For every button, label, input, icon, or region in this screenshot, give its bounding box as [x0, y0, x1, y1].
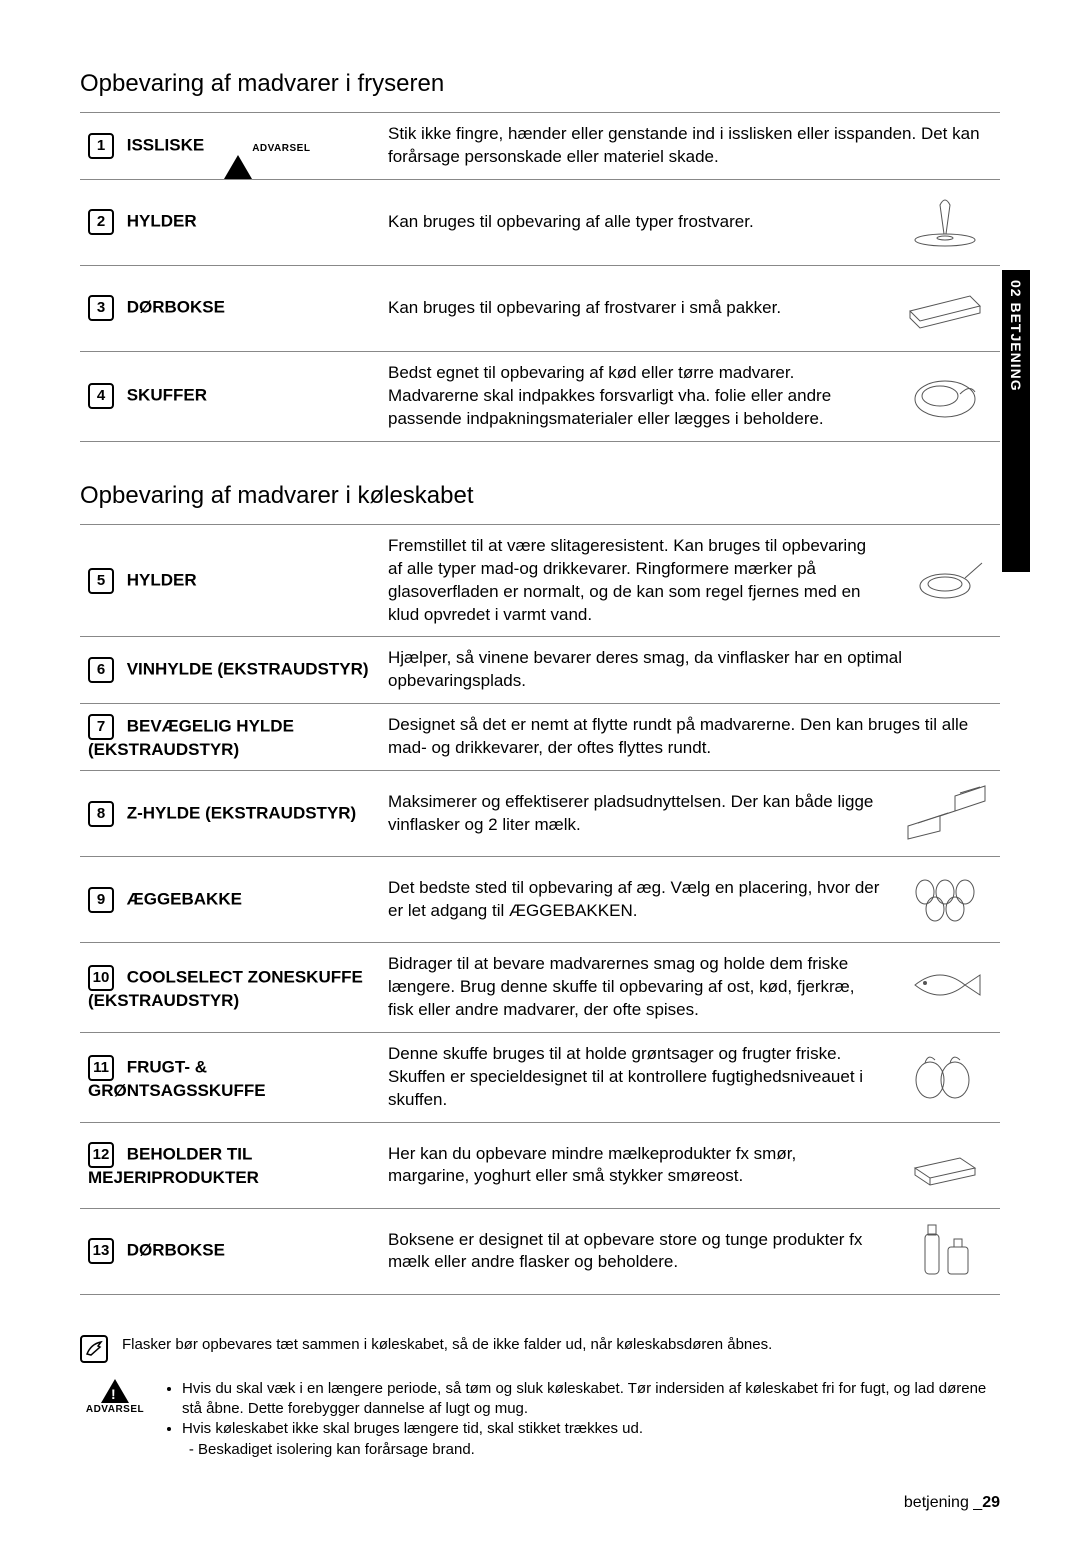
row-number: 10 — [88, 965, 114, 991]
row-illustration — [890, 265, 1000, 351]
table-row: 8 Z-HYLDE (EKSTRAUDSTYR)Maksimerer og ef… — [80, 771, 1000, 857]
section2-title: Opbevaring af madvarer i køleskabet — [80, 482, 1000, 510]
page-number: 29 — [982, 1494, 1000, 1511]
row-desc: Stik ikke fingre, hænder eller genstande… — [380, 113, 1000, 180]
row-label-cell: 4 SKUFFER — [80, 351, 380, 441]
row-label-cell: 5 HYLDER — [80, 524, 380, 637]
row-number: 5 — [88, 568, 114, 594]
row-number: 9 — [88, 887, 114, 913]
row-desc: Kan bruges til opbevaring af frostvarer … — [380, 265, 890, 351]
row-illustration — [890, 179, 1000, 265]
advarsel-wrap: ADVARSEL — [224, 136, 310, 156]
row-number: 6 — [88, 657, 114, 683]
row-number: 2 — [88, 209, 114, 235]
row-illustration — [890, 1208, 1000, 1294]
warning-bullet: Hvis køleskabet ikke skal bruges længere… — [182, 1419, 1000, 1460]
warning-label: ADVARSEL — [80, 1403, 150, 1417]
advarsel-label: ADVARSEL — [252, 143, 310, 154]
row-desc: Her kan du opbevare mindre mælkeprodukte… — [380, 1122, 890, 1208]
row-number: 4 — [88, 383, 114, 409]
row-label-cell: 6 VINHYLDE (EKSTRAUDSTYR) — [80, 637, 380, 704]
warning-block: ADVARSEL Hvis du skal væk i en længere p… — [80, 1379, 1000, 1460]
row-illustration — [890, 351, 1000, 441]
row-number: 1 — [88, 133, 114, 159]
table-row: 1 ISSLISKEADVARSELStik ikke fingre, hænd… — [80, 113, 1000, 180]
row-desc: Denne skuffe bruges til at holde grøntsa… — [380, 1033, 890, 1123]
table-row: 7 BEVÆGELIG HYLDE (EKSTRAUDSTYR)Designet… — [80, 704, 1000, 771]
row-label-cell: 8 Z-HYLDE (EKSTRAUDSTYR) — [80, 771, 380, 857]
row-desc: Bedst egnet til opbevaring af kød eller … — [380, 351, 890, 441]
row-label-cell: 10 COOLSELECT ZONESKUFFE (EKSTRAUDSTYR) — [80, 943, 380, 1033]
row-illustration — [890, 943, 1000, 1033]
row-illustration — [890, 524, 1000, 637]
row-illustration — [890, 857, 1000, 943]
freezer-table: 1 ISSLISKEADVARSELStik ikke fingre, hænd… — [80, 112, 1000, 442]
row-label-cell: 3 DØRBOKSE — [80, 265, 380, 351]
warning-sub: Beskadiget isolering kan forårsage brand… — [198, 1440, 1000, 1460]
table-row: 2 HYLDERKan bruges til opbevaring af all… — [80, 179, 1000, 265]
row-desc: Kan bruges til opbevaring af alle typer … — [380, 179, 890, 265]
page-footer: betjening _29 — [80, 1494, 1000, 1512]
row-number: 13 — [88, 1238, 114, 1264]
row-label-cell: 13 DØRBOKSE — [80, 1208, 380, 1294]
row-label-cell: 2 HYLDER — [80, 179, 380, 265]
table-row: 6 VINHYLDE (EKSTRAUDSTYR)Hjælper, så vin… — [80, 637, 1000, 704]
row-illustration — [890, 1033, 1000, 1123]
row-illustration — [890, 771, 1000, 857]
warning-list: Hvis du skal væk i en længere periode, s… — [160, 1379, 1000, 1460]
row-desc: Maksimerer og effektiserer pladsudnyttel… — [380, 771, 890, 857]
table-row: 9 ÆGGEBAKKEDet bedste sted til opbevarin… — [80, 857, 1000, 943]
row-number: 12 — [88, 1142, 114, 1168]
footer-label: betjening _ — [904, 1494, 982, 1511]
row-number: 11 — [88, 1055, 114, 1081]
note-icon — [80, 1335, 108, 1363]
row-desc: Det bedste sted til opbevaring af æg. Væ… — [380, 857, 890, 943]
row-label-cell: 9 ÆGGEBAKKE — [80, 857, 380, 943]
row-desc: Fremstillet til at være slitageresistent… — [380, 524, 890, 637]
table-row: 11 FRUGT- & GRØNTSAGSSKUFFEDenne skuffe … — [80, 1033, 1000, 1123]
row-desc: Boksene er designet til at opbevare stor… — [380, 1208, 890, 1294]
row-label-cell: 11 FRUGT- & GRØNTSAGSSKUFFE — [80, 1033, 380, 1123]
warning-bullet: Hvis du skal væk i en længere periode, s… — [182, 1379, 1000, 1420]
row-desc: Bidrager til at bevare madvarernes smag … — [380, 943, 890, 1033]
row-number: 3 — [88, 295, 114, 321]
note-row: Flasker bør opbevares tæt sammen i køles… — [80, 1335, 1000, 1363]
table-row: 3 DØRBOKSEKan bruges til opbevaring af f… — [80, 265, 1000, 351]
warning-icon — [224, 136, 252, 179]
section1-title: Opbevaring af madvarer i fryseren — [80, 70, 1000, 98]
row-label-cell: 7 BEVÆGELIG HYLDE (EKSTRAUDSTYR) — [80, 704, 380, 771]
table-row: 4 SKUFFERBedst egnet til opbevaring af k… — [80, 351, 1000, 441]
table-row: 5 HYLDERFremstillet til at være slitager… — [80, 524, 1000, 637]
row-desc: Designet så det er nemt at flytte rundt … — [380, 704, 1000, 771]
row-illustration — [890, 1122, 1000, 1208]
note-text: Flasker bør opbevares tæt sammen i køles… — [122, 1335, 772, 1355]
side-tab: 02 BETJENING — [1002, 270, 1030, 572]
row-number: 7 — [88, 714, 114, 740]
table-row: 10 COOLSELECT ZONESKUFFE (EKSTRAUDSTYR)B… — [80, 943, 1000, 1033]
row-number: 8 — [88, 801, 114, 827]
row-label-cell: 1 ISSLISKEADVARSEL — [80, 113, 380, 180]
table-row: 12 BEHOLDER TIL MEJERIPRODUKTERHer kan d… — [80, 1122, 1000, 1208]
row-label-cell: 12 BEHOLDER TIL MEJERIPRODUKTER — [80, 1122, 380, 1208]
warning-icon — [101, 1379, 129, 1403]
fridge-table: 5 HYLDERFremstillet til at være slitager… — [80, 524, 1000, 1295]
table-row: 13 DØRBOKSEBoksene er designet til at op… — [80, 1208, 1000, 1294]
row-desc: Hjælper, så vinene bevarer deres smag, d… — [380, 637, 1000, 704]
